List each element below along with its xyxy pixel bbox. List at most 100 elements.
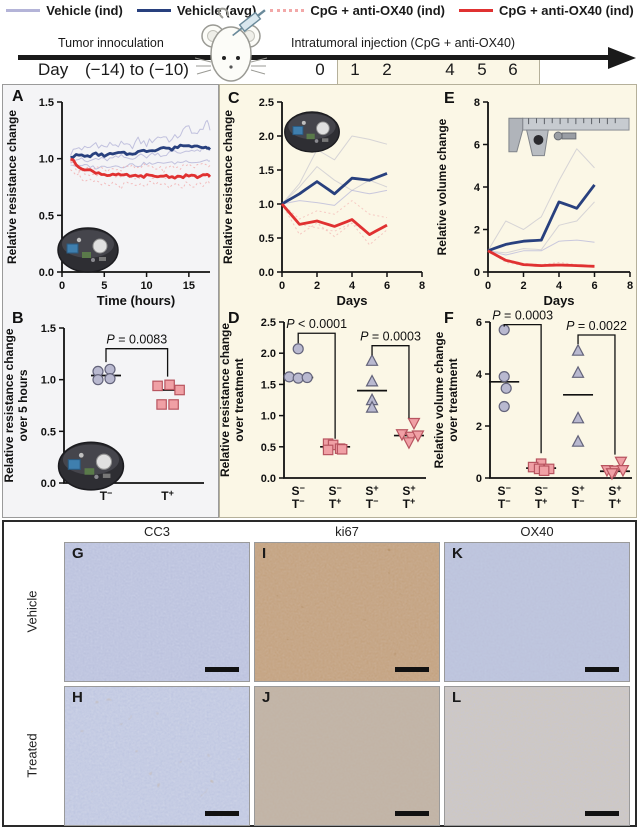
svg-text:1.0: 1.0 [259, 199, 274, 211]
svg-text:P = 0.0003: P = 0.0003 [360, 330, 421, 344]
day-tick-1: 1 [350, 60, 360, 79]
legend-label: CpG + anti-OX40 (ind) [310, 3, 446, 18]
scale-bar [585, 811, 619, 816]
svg-text:Relative resistance change: Relative resistance change [5, 110, 19, 264]
svg-text:4: 4 [556, 280, 563, 292]
panel-c-resistance-days-chart: 0.0 0.5 1.0 1.5 2.0 2.5 0 2 4 6 8 Relative resistan… [221, 97, 425, 308]
svg-text:S−: S− [292, 483, 305, 498]
histology-image-j: J [254, 686, 440, 826]
panel-letter-e: E [444, 90, 455, 107]
day-tick-0: 0 [315, 60, 325, 79]
svg-text:2: 2 [474, 225, 480, 237]
day-tick-5: 5 [477, 60, 487, 79]
legend-item-vehicle-ind: Vehicle (ind) [6, 3, 123, 18]
scale-bar [205, 811, 239, 816]
svg-text:8: 8 [419, 280, 425, 292]
svg-text:4: 4 [476, 369, 483, 381]
svg-text:0.5: 0.5 [39, 210, 54, 222]
svg-text:T−: T− [366, 496, 379, 511]
svg-text:P = 0.0083: P = 0.0083 [106, 333, 167, 347]
syringe-icon [232, 9, 266, 37]
svg-text:5: 5 [101, 280, 107, 292]
svg-text:2.0: 2.0 [259, 131, 274, 143]
panel-letter-a: A [12, 88, 24, 105]
histology-image-i: I [254, 542, 440, 682]
svg-text:8: 8 [474, 97, 480, 109]
panel-letter-h: H [72, 689, 83, 706]
svg-text:P = 0.0003: P = 0.0003 [492, 309, 553, 323]
legend-item-cpg-ind: CpG + anti-OX40 (ind) [270, 3, 445, 18]
svg-text:0.5: 0.5 [41, 426, 56, 438]
legend-label: Vehicle (avg) [176, 3, 257, 18]
panel-letter-d: D [228, 310, 240, 327]
legend-item-cpg-avg: CpG + anti-OX40 (ind) [459, 3, 634, 18]
svg-text:Days: Days [543, 293, 574, 308]
svg-text:1.0: 1.0 [41, 375, 56, 387]
svg-text:0.0: 0.0 [41, 478, 56, 490]
impedance-device-photo [55, 224, 121, 279]
panel-a-resistance-time-chart: 0.0 0.5 1.0 1.5 0 5 10 15 Relative resistance ch… [5, 97, 212, 308]
svg-text:T−: T− [572, 496, 585, 511]
svg-text:T+: T+ [329, 496, 342, 511]
vehicle-ind-line-swatch [6, 9, 41, 12]
impedance-device-photo [55, 438, 127, 497]
panel-letter-f: F [444, 310, 454, 327]
panel-e-volume-days-chart: 0 2 4 6 8 0 2 4 6 8 Relative volume change Days [435, 97, 633, 308]
svg-text:S+: S+ [402, 483, 415, 498]
legend-item-vehicle-avg: Vehicle (avg) [136, 3, 257, 18]
svg-text:T+: T+ [609, 496, 622, 511]
panel-letter-i: I [262, 545, 267, 562]
svg-text:15: 15 [183, 280, 195, 292]
stain-header-ox40: OX40 [520, 524, 554, 539]
svg-text:1.0: 1.0 [261, 411, 276, 423]
svg-text:0.5: 0.5 [259, 233, 274, 245]
legend-label: Vehicle (ind) [46, 3, 123, 18]
panel-f-volume-treatment-dotplot: 0 2 4 6 Relative volume change over treatment… [432, 309, 632, 511]
svg-text:0.5: 0.5 [261, 442, 276, 454]
day-tick-2: 2 [382, 60, 392, 79]
svg-text:2.5: 2.5 [261, 317, 276, 329]
svg-text:0: 0 [279, 280, 285, 292]
svg-text:S+: S+ [365, 483, 378, 498]
svg-text:1.0: 1.0 [39, 154, 54, 166]
svg-text:Relative resistance change: Relative resistance change [221, 110, 235, 264]
cpg-ind-dotted-line-swatch [270, 9, 305, 12]
histology-image-g: G [64, 542, 250, 682]
panel-letter-b: B [12, 310, 24, 327]
svg-text:6: 6 [476, 317, 482, 329]
svg-text:Relative resistance change: Relative resistance change [2, 328, 16, 482]
timeline-arrow [18, 55, 610, 60]
svg-text:1.5: 1.5 [39, 97, 54, 109]
panel-letter-j: J [262, 689, 271, 706]
legend: Vehicle (ind) Vehicle (avg) CpG + anti-O… [0, 3, 640, 18]
svg-text:6: 6 [591, 280, 597, 292]
histology-image-h: H [64, 686, 250, 826]
row-label-treated: Treated [24, 733, 40, 778]
svg-text:Relative resistance change: Relative resistance change [218, 323, 232, 477]
svg-text:1.5: 1.5 [259, 165, 274, 177]
svg-text:T−: T− [292, 496, 305, 511]
in-vitro-panel-box [2, 84, 219, 518]
svg-text:Days: Days [336, 293, 367, 308]
day-label: Day [38, 60, 69, 79]
svg-text:P < 0.0001: P < 0.0001 [286, 317, 347, 331]
day-range-label: (−14) to (−10) [85, 60, 189, 79]
impedance-device-photo [282, 108, 342, 159]
svg-text:0: 0 [59, 280, 65, 292]
svg-text:2: 2 [314, 280, 320, 292]
intratumoral-injection-label: Intratumoral injection (CpG + anti-OX40) [291, 36, 516, 50]
svg-text:8: 8 [627, 280, 633, 292]
row-label-vehicle: Vehicle [24, 590, 40, 633]
legend-label: CpG + anti-OX40 (ind) [499, 3, 634, 18]
histology-section: CC3 ki67 OX40 Vehicle Treated G I K H J … [2, 520, 637, 827]
svg-text:2.5: 2.5 [259, 97, 274, 109]
svg-text:0.0: 0.0 [39, 267, 54, 279]
scale-bar [585, 667, 619, 672]
tumor-innoculation-label: Tumor innoculation [58, 36, 164, 50]
caliper-photo [503, 106, 631, 167]
svg-text:S+: S+ [608, 483, 621, 498]
svg-text:T+: T+ [535, 496, 548, 511]
svg-text:Relative volume change: Relative volume change [435, 118, 449, 255]
svg-text:S−: S− [498, 483, 511, 498]
